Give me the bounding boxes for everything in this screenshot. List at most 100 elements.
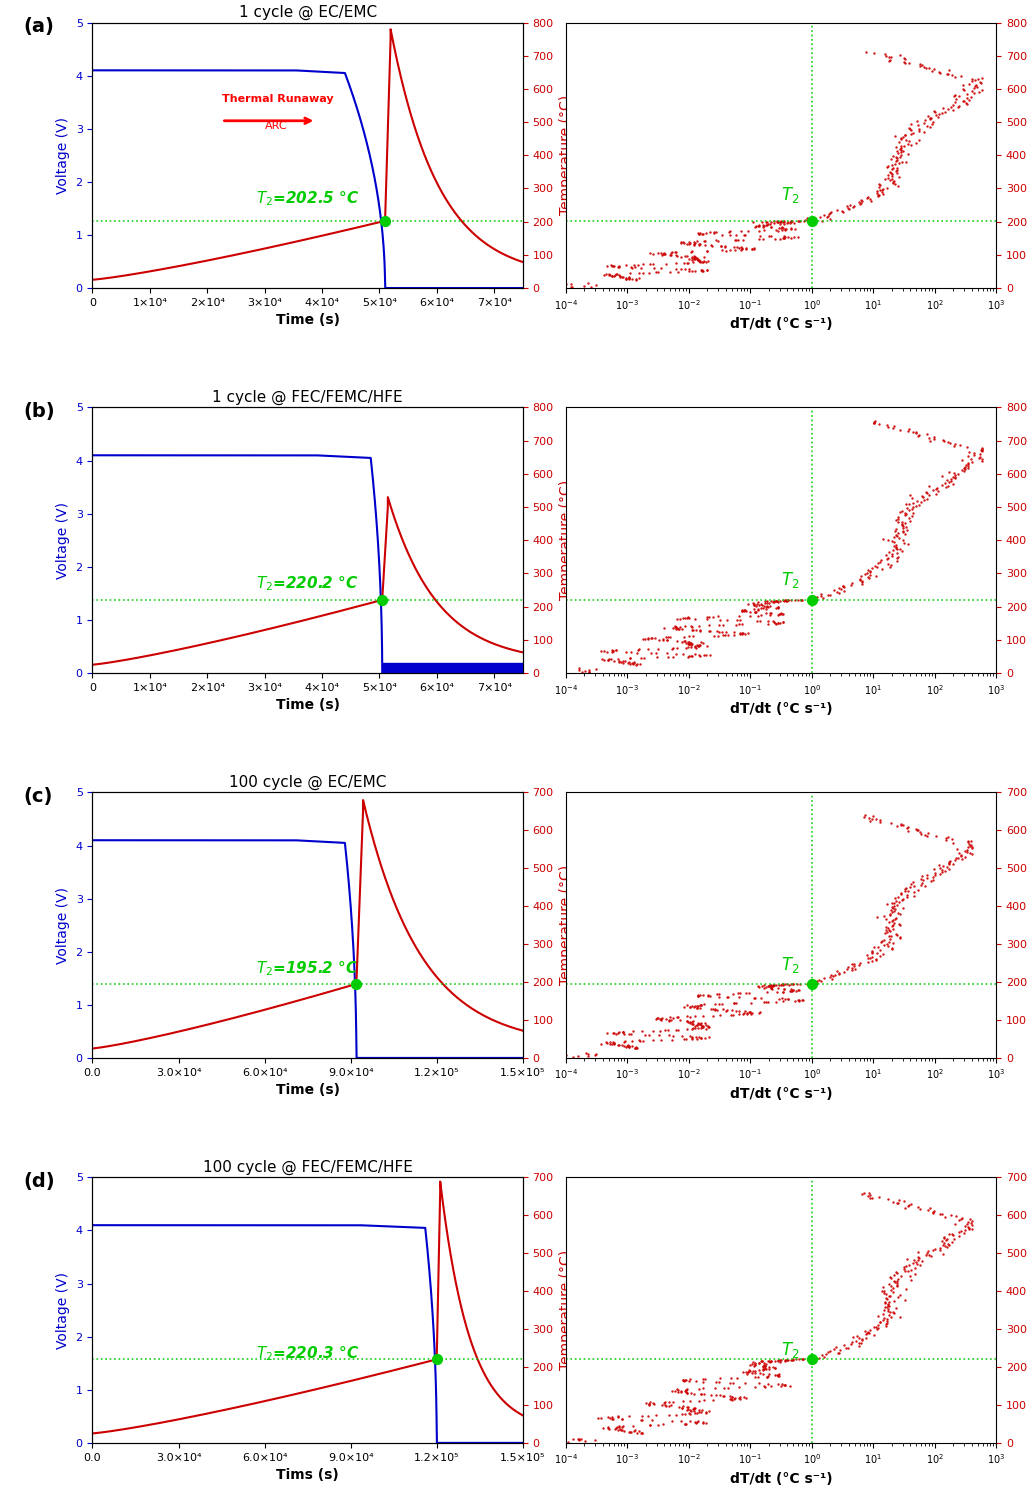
- Point: [691, 233, 708, 257]
- Point: [857, 803, 873, 827]
- Point: [951, 842, 967, 866]
- Point: [722, 222, 738, 246]
- Text: $T_2$=220.2 °C: $T_2$=220.2 °C: [256, 574, 358, 592]
- Point: [866, 410, 882, 434]
- Point: [675, 1389, 691, 1413]
- Point: [658, 1007, 675, 1031]
- Point: [845, 194, 862, 218]
- Point: [921, 114, 938, 138]
- Point: [775, 227, 792, 251]
- Point: [680, 606, 696, 630]
- Point: [754, 1350, 770, 1374]
- Point: [600, 1416, 616, 1440]
- Point: [723, 1387, 739, 1411]
- Point: [690, 1012, 707, 1036]
- Point: [690, 643, 707, 667]
- Point: [869, 179, 885, 203]
- Point: [681, 1369, 697, 1393]
- Point: [620, 1034, 637, 1058]
- Point: [959, 86, 976, 110]
- Point: [747, 986, 763, 1010]
- Point: [888, 147, 905, 171]
- Point: [669, 642, 685, 666]
- Point: [579, 271, 596, 295]
- Point: [882, 810, 899, 834]
- Point: [645, 1392, 661, 1416]
- Point: [660, 645, 677, 669]
- Point: [861, 1321, 877, 1345]
- Point: [606, 1021, 622, 1045]
- Point: [687, 246, 703, 271]
- Point: [734, 227, 751, 251]
- Point: [791, 209, 807, 233]
- Point: [912, 490, 928, 514]
- Point: [923, 107, 940, 131]
- Point: [820, 204, 836, 228]
- Point: [912, 53, 928, 77]
- Point: [853, 191, 870, 215]
- Point: [920, 482, 937, 507]
- Point: [755, 1362, 771, 1386]
- Point: [622, 640, 639, 664]
- Point: [694, 257, 711, 281]
- Point: [611, 265, 627, 289]
- Point: [618, 1036, 635, 1060]
- Point: [709, 998, 725, 1022]
- Point: [889, 1272, 906, 1296]
- Point: [682, 1389, 698, 1413]
- Point: [850, 1333, 867, 1357]
- Point: [733, 219, 750, 243]
- Point: [896, 528, 912, 552]
- Point: [743, 1359, 759, 1383]
- Point: [672, 1009, 688, 1033]
- Point: [706, 624, 722, 648]
- Point: [652, 1007, 669, 1031]
- Point: [679, 1018, 695, 1042]
- Point: [940, 825, 956, 849]
- Point: [923, 1244, 940, 1269]
- Point: [719, 984, 735, 1009]
- Point: [749, 592, 765, 616]
- Point: [855, 806, 872, 830]
- Point: [808, 969, 825, 993]
- Point: [746, 592, 762, 616]
- Point: [692, 993, 709, 1018]
- Point: [890, 912, 907, 936]
- Point: [651, 1024, 668, 1048]
- Point: [679, 993, 695, 1018]
- Point: [826, 1338, 842, 1362]
- Point: [913, 822, 929, 846]
- Point: [691, 249, 708, 274]
- Point: [685, 230, 701, 254]
- Point: [901, 507, 917, 531]
- Point: [783, 978, 799, 1003]
- Point: [664, 1390, 681, 1414]
- Point: [946, 84, 962, 108]
- Point: [597, 648, 613, 672]
- Point: [679, 1398, 695, 1422]
- Point: [763, 974, 779, 998]
- Point: [871, 174, 887, 198]
- Point: [890, 526, 907, 550]
- Point: [882, 168, 899, 192]
- Point: [924, 1201, 941, 1225]
- Point: [756, 974, 772, 998]
- Point: [617, 640, 634, 664]
- Point: [779, 1348, 796, 1372]
- Point: [785, 972, 801, 996]
- Point: [925, 99, 942, 123]
- Point: [926, 425, 943, 449]
- Point: [659, 1018, 676, 1042]
- Point: [758, 990, 774, 1015]
- Point: [879, 413, 896, 437]
- Point: [883, 162, 900, 186]
- Point: [685, 618, 701, 642]
- Point: [686, 259, 702, 283]
- Point: [678, 1380, 694, 1404]
- Text: $T_2$: $T_2$: [781, 185, 799, 206]
- Point: [764, 972, 781, 996]
- Point: [936, 854, 952, 878]
- Point: [871, 412, 887, 436]
- Point: [773, 209, 790, 233]
- Point: [971, 66, 987, 90]
